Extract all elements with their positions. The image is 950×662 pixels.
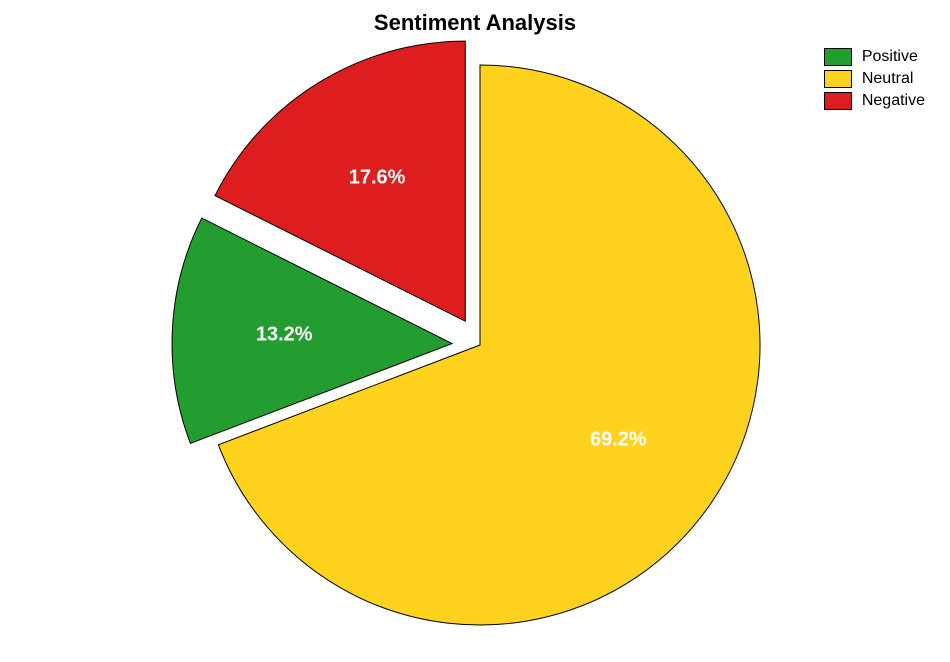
- legend: Positive Neutral Negative: [824, 48, 925, 114]
- chart-title: Sentiment Analysis: [0, 10, 950, 36]
- legend-swatch-positive: [824, 48, 852, 66]
- slice-label-negative: 17.6%: [349, 166, 406, 188]
- legend-label-positive: Positive: [862, 48, 918, 66]
- legend-item-neutral: Neutral: [824, 70, 925, 88]
- legend-label-negative: Negative: [862, 92, 925, 110]
- pie-chart: 69.2% 13.2% 17.6%: [50, 40, 910, 660]
- legend-item-negative: Negative: [824, 92, 925, 110]
- legend-label-neutral: Neutral: [862, 70, 914, 88]
- legend-swatch-neutral: [824, 70, 852, 88]
- legend-swatch-negative: [824, 92, 852, 110]
- slice-label-neutral: 69.2%: [590, 429, 647, 451]
- legend-item-positive: Positive: [824, 48, 925, 66]
- slice-label-positive: 13.2%: [256, 323, 313, 345]
- chart-container: Sentiment Analysis 69.2% 13.2% 17.6% Posit…: [0, 0, 950, 662]
